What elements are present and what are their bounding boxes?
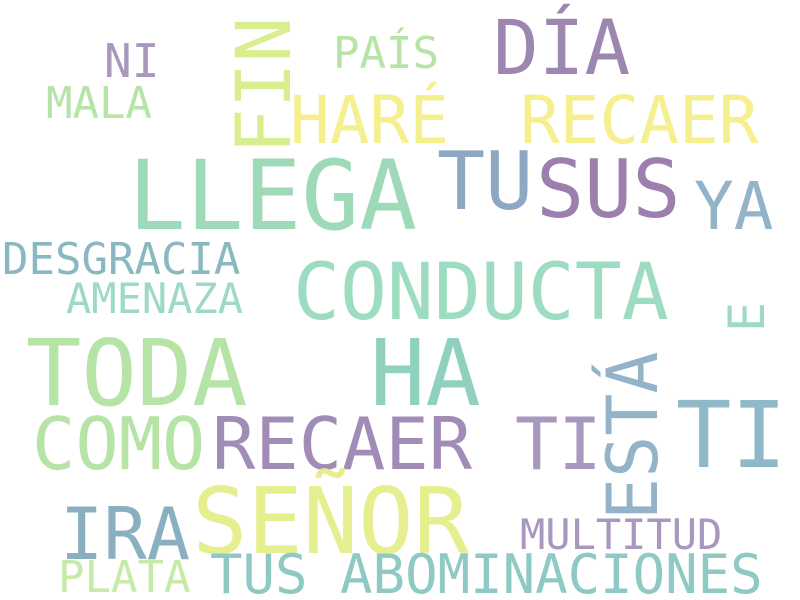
- word-ya: YA: [694, 168, 774, 245]
- word-amenaza: AMENAZA: [66, 274, 244, 323]
- word-pais: PAÍS: [333, 28, 439, 79]
- word-hare: HARÉ: [290, 82, 449, 159]
- word-e: E: [718, 301, 776, 332]
- word-esta: ESTÁ: [592, 351, 674, 520]
- word-recaer-mid: RECAER: [212, 402, 473, 486]
- word-ira: IRA: [60, 492, 191, 576]
- word-sus: SUS: [536, 143, 681, 236]
- word-ha: HA: [370, 320, 481, 427]
- word-toda: TODA: [26, 320, 248, 427]
- word-plata: PLATA: [58, 552, 191, 600]
- word-ti-right: TI: [676, 382, 787, 489]
- word-senor: SEÑOR: [192, 468, 469, 575]
- word-abominaciones: TUS ABOMINACIONES: [210, 543, 763, 600]
- word-tu: TU: [437, 135, 534, 228]
- word-multitud: MULTITUD: [520, 510, 723, 559]
- word-dia: DÍA: [493, 3, 631, 92]
- word-recaer-top: RECAER: [520, 82, 759, 159]
- word-llega: LLEGA: [128, 140, 417, 252]
- word-ti-mid: TI: [515, 402, 602, 486]
- word-como: COMO: [32, 402, 206, 486]
- word-mala: MALA: [46, 78, 152, 129]
- word-desgracia: DESGRACIA: [2, 234, 241, 285]
- word-conducta: CONDUCTA: [293, 248, 669, 338]
- word-ni: NI: [104, 34, 160, 88]
